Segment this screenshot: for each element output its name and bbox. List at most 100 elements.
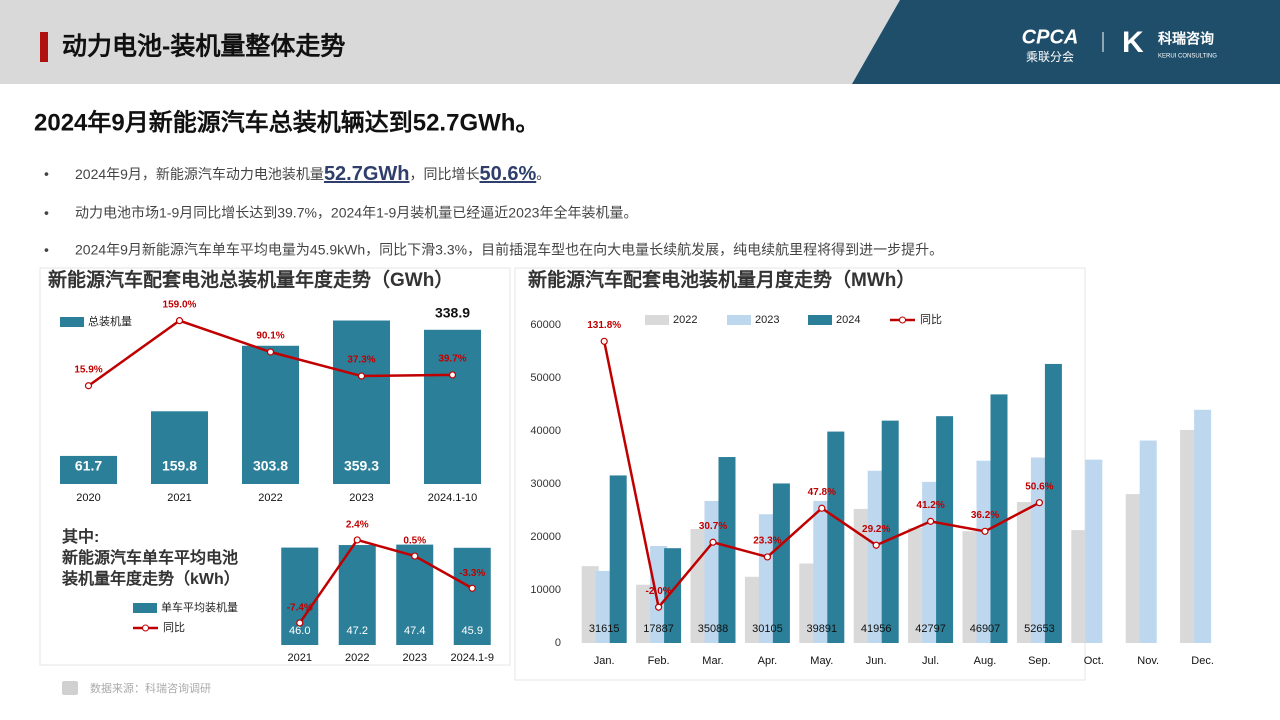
logo-k: K xyxy=(1122,26,1144,59)
bullet-highlight: 50.6% xyxy=(480,163,537,185)
yoy-line xyxy=(298,538,473,624)
legend-swatch xyxy=(60,317,84,327)
yoy-label: 159.0% xyxy=(163,299,197,310)
yoy-label: -3.3% xyxy=(459,568,485,579)
bar xyxy=(813,500,831,643)
x-tick-label: Jun. xyxy=(866,655,887,667)
yoy-label: 29.2% xyxy=(862,524,890,535)
y-tick-label: 30000 xyxy=(530,478,561,490)
bar xyxy=(976,460,994,643)
bullet-text: ，同比增长 xyxy=(410,166,480,182)
legend-label: 总装机量 xyxy=(88,314,132,328)
bar xyxy=(1125,494,1143,643)
legend-swatch xyxy=(645,315,669,325)
bar xyxy=(772,483,790,643)
bar-value-label: 46.0 xyxy=(289,625,310,637)
legend-label: 单车平均装机量 xyxy=(161,600,238,614)
bar-value-label: 61.7 xyxy=(75,458,102,474)
bar xyxy=(962,531,980,643)
bar-value-label: 17887 xyxy=(643,623,674,635)
legend-label: 2022 xyxy=(673,314,697,326)
yoy-point xyxy=(357,372,366,380)
x-tick-label: 2021 xyxy=(167,492,191,504)
x-tick-label: Feb. xyxy=(648,655,670,667)
bar xyxy=(1194,409,1212,643)
x-tick-label: Jul. xyxy=(922,655,939,667)
legend-swatch xyxy=(727,315,751,325)
yoy-label: 30.7% xyxy=(699,521,727,532)
legend-label: 同比 xyxy=(163,621,185,634)
bar xyxy=(744,576,762,643)
logo-kerui: 科瑞咨询 xyxy=(1158,31,1214,47)
chart-title: 新能源汽车单车平均电池 xyxy=(62,548,238,567)
yoy-point xyxy=(84,382,93,390)
bar xyxy=(424,329,481,484)
x-tick-label: 2023 xyxy=(403,652,427,664)
bar xyxy=(281,547,319,645)
yoy-label: 41.2% xyxy=(916,500,944,511)
x-tick-label: May. xyxy=(810,655,833,667)
bar xyxy=(650,546,668,643)
yoy-point xyxy=(926,517,935,525)
bar-value-label: 45.9 xyxy=(462,625,483,637)
bar xyxy=(758,514,776,643)
bar-value-label: 46907 xyxy=(970,623,1001,635)
bar-value-label: 42797 xyxy=(915,623,946,635)
source-icon xyxy=(62,681,78,695)
header-accent xyxy=(852,0,1280,84)
yoy-label: 90.1% xyxy=(256,331,284,342)
bullet-text: 2024年9月，新能源汽车动力电池装机量 xyxy=(75,166,324,182)
yoy-label: 50.6% xyxy=(1025,481,1053,492)
y-tick-label: 50000 xyxy=(530,372,561,384)
x-tick-label: Oct. xyxy=(1084,655,1104,667)
x-tick-label: Jan. xyxy=(594,655,615,667)
yoy-point xyxy=(763,553,772,561)
bullet-highlight: 52.7GWh xyxy=(324,163,410,185)
bar-value-label: 52653 xyxy=(1024,623,1055,635)
bar xyxy=(908,527,926,643)
x-tick-label: 2021 xyxy=(288,652,312,664)
y-tick-label: 10000 xyxy=(530,584,561,596)
bar xyxy=(453,547,491,645)
yoy-label: 37.3% xyxy=(347,355,375,366)
bar-value-label: 47.2 xyxy=(347,625,368,637)
legend-swatch xyxy=(899,316,906,324)
yoy-point xyxy=(981,527,989,535)
bullet-text: 。 xyxy=(536,166,550,182)
bar xyxy=(1139,440,1157,643)
bar xyxy=(396,544,434,645)
bar-value-label: 359.3 xyxy=(344,458,379,474)
yoy-point xyxy=(448,371,457,379)
bar xyxy=(664,548,682,643)
x-tick-label: Mar. xyxy=(702,655,723,667)
yoy-label: 39.7% xyxy=(438,354,466,365)
bar xyxy=(704,500,722,643)
yoy-point xyxy=(818,504,826,512)
x-tick-label: Sep. xyxy=(1028,655,1051,667)
header-title: 动力电池-装机量整体走势 xyxy=(62,32,345,61)
legend-label: 2023 xyxy=(755,314,779,326)
source: 数据来源：科瑞咨询调研 xyxy=(90,681,211,695)
legend-label: 同比 xyxy=(920,313,942,326)
yoy-label: 36.2% xyxy=(971,510,999,521)
bar-value-label: 39891 xyxy=(807,623,838,635)
yoy-point xyxy=(872,541,880,549)
bar xyxy=(881,420,899,643)
legend-swatch xyxy=(142,624,149,632)
bar xyxy=(242,345,299,484)
title-marker xyxy=(40,32,48,62)
y-tick-label: 60000 xyxy=(530,319,561,331)
yoy-point xyxy=(654,603,663,611)
bar-value-label: 35088 xyxy=(698,623,729,635)
bar-value-label: 303.8 xyxy=(253,458,288,474)
bar xyxy=(151,411,208,484)
bar-value-label: 338.9 xyxy=(435,305,470,321)
bullet-dot: • xyxy=(44,166,49,182)
bar xyxy=(1071,530,1089,643)
bar xyxy=(867,470,885,643)
y-tick-label: 40000 xyxy=(530,425,561,437)
x-tick-label: 2020 xyxy=(76,492,100,504)
yoy-point xyxy=(468,584,476,592)
